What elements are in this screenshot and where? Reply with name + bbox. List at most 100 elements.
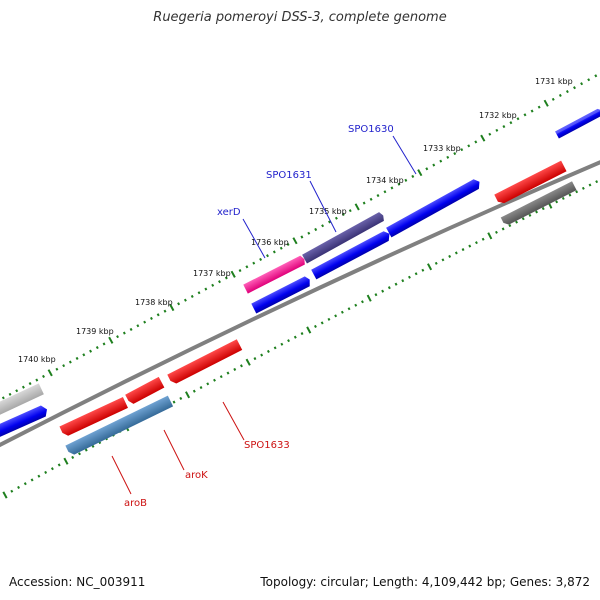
minor-tick [95,346,99,350]
gene-label-spo1631[interactable]: SPO1631 [266,170,312,181]
minor-tick [530,109,534,113]
minor-tick [439,159,443,163]
minor-tick [595,180,599,184]
minor-tick [383,190,387,194]
gene-arrow-spo1631[interactable] [302,211,386,264]
minor-tick [253,357,257,361]
minor-tick [581,186,585,190]
minor-tick [179,396,183,400]
gene-arrow-spo1631-lower[interactable] [311,229,392,280]
minor-tick [340,310,344,314]
minor-tick [89,349,92,353]
gene-arrow-unlabeled-reverse-3[interactable] [0,383,44,416]
minor-tick [432,163,436,167]
minor-tick [374,293,378,297]
minor-tick [488,132,492,136]
map-title: Ruegeria pomeroyi DSS-3, complete genome [153,10,447,25]
gene-arrow-unlabeled-forward-1[interactable] [555,107,600,139]
minor-tick [314,324,317,328]
gene-label-arok[interactable]: aroK [185,470,208,481]
scale-label-1735: 1735 kbp [309,207,347,216]
minor-tick [102,342,106,346]
minor-tick [521,217,525,221]
minor-tick [327,317,331,321]
genome-summary-text: Topology: circular; Length: 4,109,442 bp… [260,575,590,589]
gene-label-spo1633[interactable]: SPO1633 [244,440,290,451]
gene-arrow-arob-red[interactable] [59,396,128,437]
major-tick [2,491,8,499]
minor-tick [354,303,358,307]
minor-tick [454,251,458,255]
gene-arrow-arob[interactable] [65,395,174,457]
major-tick [366,294,372,302]
minor-tick [30,478,34,482]
gene-arrow-xerd-lower[interactable] [251,275,312,314]
minor-tick [75,356,79,360]
gene-arrow-unlabeled-reverse-2[interactable] [500,181,577,226]
minor-tick [361,300,364,304]
minor-tick [238,269,242,273]
minor-tick [50,467,54,471]
gene-arrow-spo1633[interactable] [167,339,243,385]
minor-tick [266,349,270,353]
major-tick [47,369,53,377]
minor-tick [515,220,518,224]
minor-tick [55,367,59,371]
minor-tick [68,360,72,364]
major-tick [427,263,433,271]
scale-label-1738: 1738 kbp [135,298,173,307]
gene-arrow-unlabeled-reverse-1[interactable] [494,160,567,206]
minor-tick [252,261,256,265]
minor-tick [535,210,538,214]
minor-tick [341,212,345,216]
minor-tick [495,128,499,132]
minor-tick [226,371,230,375]
minor-tick [508,224,512,228]
scale-label-1736: 1736 kbp [251,238,289,247]
minor-tick [197,291,201,295]
gene-label-arob[interactable]: aroB [124,498,147,509]
minor-tick [150,316,153,320]
minor-tick [347,307,351,311]
major-tick [169,303,175,312]
major-tick [487,232,493,240]
minor-tick [460,148,464,152]
minor-tick [28,382,32,386]
minor-tick [266,254,269,258]
minor-tick [561,196,565,200]
gene-arrow-spo1630[interactable] [386,177,482,238]
minor-tick [199,386,203,390]
minor-tick [279,246,283,250]
gene-arrow-xerd[interactable] [243,255,306,294]
minor-tick [516,117,520,121]
minor-tick [224,276,228,280]
minor-tick [528,213,532,217]
minor-tick [467,144,471,148]
major-tick [245,358,251,366]
minor-tick [287,339,290,343]
minor-tick [143,320,147,324]
minor-tick [260,353,264,357]
gene-label-xerd[interactable]: xerD [217,207,241,218]
minor-tick [240,364,243,368]
scale-label-1732: 1732 kbp [479,111,517,120]
major-tick [292,237,298,245]
minor-tick [555,200,559,204]
minor-tick [394,282,398,286]
minor-tick [293,335,297,339]
minor-tick [136,324,140,328]
minor-tick [551,97,555,101]
minor-tick [280,342,284,346]
minor-tick [15,389,19,393]
minor-tick [461,248,465,252]
inner-tick-row [2,180,599,499]
minor-tick [190,294,194,298]
minor-tick [10,489,14,493]
gene-arrow-unlabeled-forward-2[interactable] [0,404,49,439]
gene-label-spo1630[interactable]: SPO1630 [348,124,394,135]
major-tick [417,169,423,177]
major-tick [185,391,191,399]
minor-tick [481,237,485,241]
gene-arrow-arok[interactable] [125,376,165,405]
